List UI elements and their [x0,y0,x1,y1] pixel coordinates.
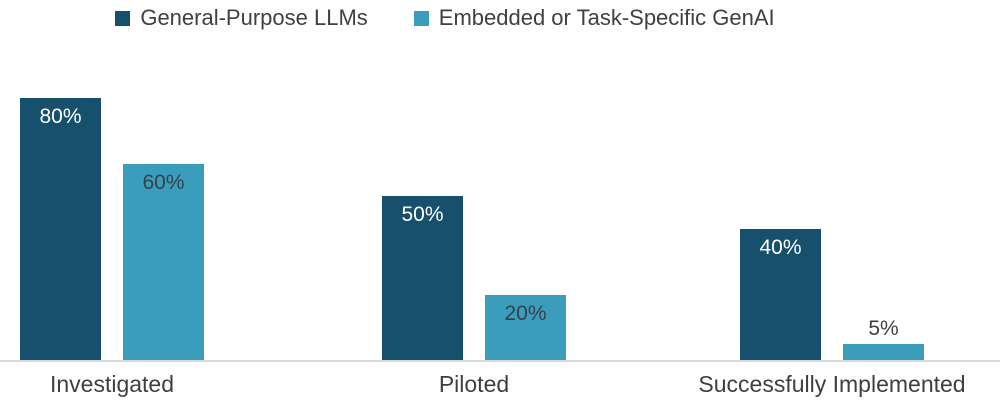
bar-value-label: 20% [504,302,547,325]
legend-item-embedded-task-specific-genai: Embedded or Task-Specific GenAI [413,5,775,31]
bar-pair: 80% 60% [20,40,204,360]
bar-general-purpose-llms-successfully-implemented: 40% [740,229,821,360]
category-label-investigated: Investigated [49,371,175,397]
bar-value-label: 5% [868,317,899,340]
bar-group-investigated: 80% 60% Investigated [20,40,204,398]
bar-embedded-or-task-specific-genai-investigated: 60% [123,164,204,360]
category-label-successfully-implemented: Successfully Implemented [698,371,966,397]
bar-pair: 50% 20% [382,40,566,360]
plot-area: 80% 60% Investigated 50% 20% Piloted 40% 5% Succ… [0,40,1000,404]
bar-value-label: 50% [401,203,444,226]
bar-pair: 40% 5% [740,40,924,360]
bar-general-purpose-llms-investigated: 80% [20,98,101,360]
x-axis-line [0,360,1000,362]
chart-legend: General-Purpose LLMs Embedded or Task-Sp… [0,5,1000,31]
legend-label: Embedded or Task-Specific GenAI [438,5,775,30]
legend-swatch-icon [115,10,131,26]
bar-general-purpose-llms-piloted: 50% [382,196,463,360]
bar-group-piloted: 50% 20% Piloted [382,40,566,398]
bar-embedded-or-task-specific-genai-piloted: 20% [485,295,566,360]
bar-group-successfully-implemented: 40% 5% Successfully Implemented [698,40,966,398]
category-label-piloted: Piloted [438,371,510,397]
bar-value-label: 60% [142,171,185,194]
legend-label: General-Purpose LLMs [140,5,368,30]
legend-swatch-icon [413,10,429,26]
bar-value-label: 40% [759,236,802,259]
legend-item-general-purpose-llms: General-Purpose LLMs [115,5,368,31]
bar-value-label: 80% [39,105,82,128]
bar-embedded-or-task-specific-genai-successfully-implemented: 5% [843,317,924,360]
